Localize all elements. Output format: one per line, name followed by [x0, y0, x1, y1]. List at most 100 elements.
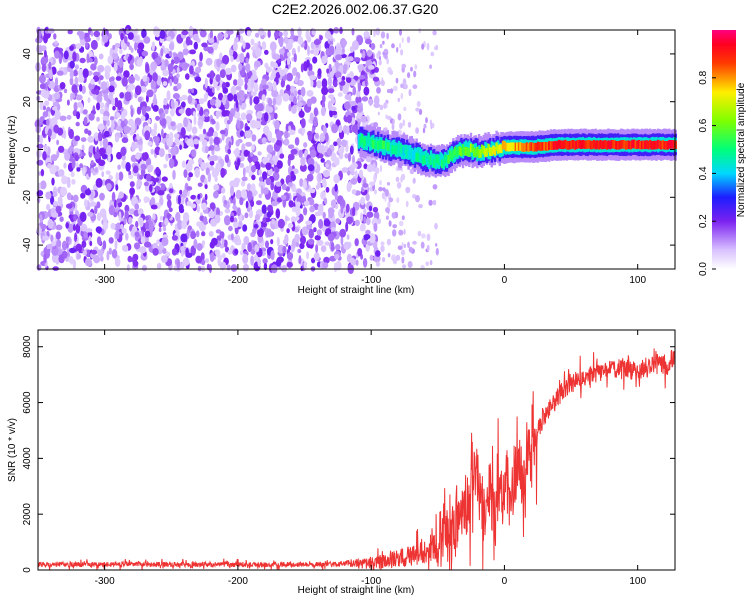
noise-speck [141, 28, 147, 39]
noise-speck [250, 38, 255, 46]
noise-speck [397, 113, 402, 121]
signal-cell [452, 149, 455, 159]
snr-line [37, 348, 676, 571]
noise-speck [423, 123, 427, 129]
noise-speck [132, 165, 139, 174]
noise-speck [147, 141, 153, 147]
noise-speck [202, 128, 207, 135]
noise-speck [246, 29, 252, 37]
signal-cell [612, 140, 615, 149]
noise-speck [290, 27, 295, 36]
noise-speck [327, 88, 335, 94]
signal-cell [640, 140, 644, 150]
signal-cell [596, 140, 599, 149]
signal-cell [629, 140, 633, 150]
noise-speck [380, 80, 385, 86]
noise-speck [94, 135, 99, 142]
noise-speck [314, 235, 321, 241]
noise-speck [35, 37, 43, 44]
noise-speck [156, 239, 161, 245]
noise-speck [386, 115, 392, 120]
noise-speck [159, 30, 166, 40]
noise-speck [110, 222, 116, 230]
noise-speck [134, 231, 140, 238]
noise-speck [42, 111, 49, 118]
noise-speck [222, 54, 230, 65]
noise-speck [370, 43, 376, 50]
noise-speck [191, 88, 195, 94]
signal-cell [402, 146, 405, 156]
noise-speck [201, 42, 208, 48]
snr-y-ticks: 0 2000 4000 6000 8000 [22, 335, 675, 573]
noise-speck [351, 162, 358, 169]
signal-cell [541, 142, 545, 151]
signal-cell [393, 145, 396, 155]
noise-speck [334, 253, 340, 260]
signal-cell [631, 139, 634, 149]
noise-speck [363, 216, 367, 224]
noise-speck [259, 83, 263, 94]
noise-speck [317, 68, 322, 76]
noise-speck [96, 116, 100, 122]
noise-speck [77, 75, 85, 83]
noise-speck [398, 220, 404, 227]
signal-cell [636, 140, 639, 150]
noise-speck [262, 156, 269, 165]
noise-speck [97, 123, 105, 131]
noise-speck [266, 228, 272, 238]
noise-speck [274, 30, 279, 39]
noise-speck [260, 120, 267, 126]
noise-speck [124, 204, 130, 213]
noise-speck [46, 243, 53, 250]
noise-speck [205, 258, 210, 263]
noise-speck [89, 240, 93, 247]
signal-cell [385, 140, 388, 150]
noise-speck [244, 75, 249, 84]
noise-speck [127, 56, 131, 64]
noise-speck [373, 173, 377, 184]
noise-speck [69, 60, 75, 69]
noise-speck [196, 205, 200, 213]
noise-speck [332, 77, 338, 88]
noise-speck [93, 255, 101, 264]
noise-speck [209, 37, 215, 44]
noise-speck [55, 205, 62, 213]
noise-speck [162, 81, 168, 87]
noise-speck [333, 141, 338, 147]
noise-speck [209, 70, 215, 80]
noise-speck [126, 41, 130, 47]
noise-speck [397, 97, 400, 103]
noise-speck [183, 169, 188, 178]
signal-cell [455, 148, 458, 158]
noise-speck [251, 74, 258, 81]
noise-speck [215, 162, 221, 173]
noise-speck [386, 238, 391, 246]
noise-speck [257, 258, 262, 267]
noise-speck [44, 126, 49, 135]
noise-speck [181, 219, 188, 230]
noise-speck [245, 141, 253, 147]
noise-speck [387, 253, 391, 258]
signal-cell [538, 142, 541, 151]
noise-speck [245, 63, 251, 73]
noise-speck [307, 130, 313, 137]
noise-speck [227, 148, 231, 155]
noise-speck [276, 256, 284, 263]
noise-speck [319, 133, 326, 142]
noise-speck [254, 60, 261, 68]
noise-speck [223, 32, 229, 39]
noise-speck [219, 69, 226, 79]
noise-speck [373, 95, 380, 106]
noise-speck [217, 92, 224, 101]
noise-speck [285, 215, 288, 222]
noise-speck [300, 118, 306, 129]
noise-speck [229, 180, 237, 188]
noise-speck [275, 208, 281, 219]
noise-speck [267, 29, 271, 38]
noise-speck [284, 130, 289, 139]
noise-speck [110, 122, 114, 133]
noise-speck [352, 86, 357, 96]
noise-speck [46, 118, 50, 126]
noise-speck [201, 202, 207, 211]
noise-speck [145, 63, 150, 74]
